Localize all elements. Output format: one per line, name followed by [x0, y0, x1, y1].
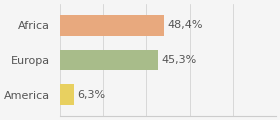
Bar [60, 84, 74, 105]
Bar [60, 50, 158, 70]
Bar [60, 15, 164, 36]
Text: 6,3%: 6,3% [77, 90, 105, 100]
Text: 48,4%: 48,4% [168, 20, 203, 30]
Text: 45,3%: 45,3% [161, 55, 196, 65]
